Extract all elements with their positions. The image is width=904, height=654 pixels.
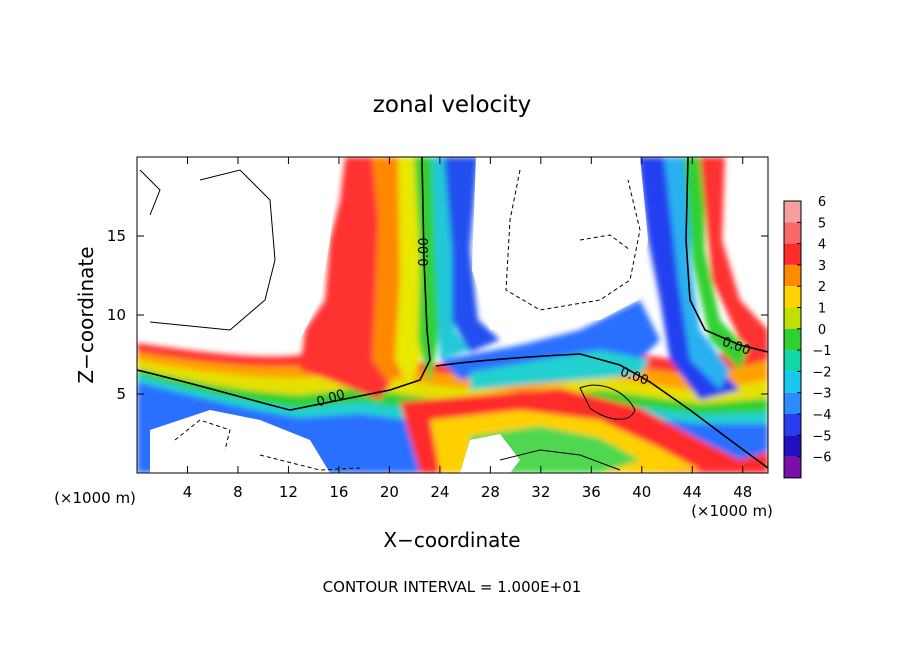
colorbar: 6 5 4 3 2 1 0 −1 −2 −3 −4 −5 −6	[783, 195, 832, 479]
contour-thin-right-oval	[579, 384, 636, 420]
colorbar-swatch	[784, 264, 801, 287]
contour-thin-center	[505, 169, 641, 311]
colorbar-frame	[783, 200, 802, 479]
colorbar-label: 5	[818, 216, 826, 231]
white-island-right	[738, 157, 768, 300]
colorbar-label: 2	[818, 280, 826, 295]
colorbar-label: 0	[818, 323, 826, 338]
colorbar-swatch	[784, 435, 801, 457]
x-tick-label: 36	[582, 483, 601, 501]
x-tick-label: 44	[683, 483, 702, 501]
x-unit-left: (×1000 m)	[54, 489, 136, 507]
band-right-green	[684, 157, 748, 370]
band-upper-cyan	[432, 157, 470, 360]
contour-thin-upper-left	[139, 169, 276, 331]
x-tick-label: 28	[481, 483, 500, 501]
colorbar-label: −5	[812, 429, 831, 444]
band-right-red	[700, 157, 768, 360]
band-right-cyan	[664, 157, 730, 390]
colorbar-label: −4	[812, 408, 831, 423]
contour-thin-lower-right	[499, 449, 621, 471]
band-upper-blue	[444, 157, 500, 352]
x-tick-label: 32	[531, 483, 550, 501]
chart-title: zonal velocity	[373, 92, 531, 118]
white-island-lower-left	[150, 410, 330, 473]
contour-thin-lower	[174, 419, 361, 471]
colorbar-swatch	[784, 222, 801, 244]
colorbar-swatch	[784, 307, 801, 329]
contour-zero-right	[685, 157, 768, 353]
colorbar-label: −6	[812, 451, 831, 466]
y-axis: 5 10 15	[107, 227, 768, 403]
colorbar-label: −1	[812, 344, 831, 359]
colorbar-swatch	[784, 243, 801, 265]
contour-zero-upper	[137, 157, 431, 411]
white-island-lower-mid	[460, 434, 520, 473]
x-tick-label: 20	[380, 483, 399, 501]
x-axis: 4 8 12 16 20 24 28 32 36 40 44 48	[183, 157, 752, 501]
y-tick-label: 10	[107, 306, 126, 324]
colorbar-label: 1	[818, 302, 826, 317]
colorbar-label: −3	[812, 387, 831, 402]
colorbar-label: 6	[818, 195, 826, 210]
plot-area: 0.00 0.00 0.00 0.00	[137, 157, 768, 473]
band-valley-cyan	[470, 350, 650, 390]
colorbar-label: 3	[818, 259, 826, 274]
colorbar-swatch	[784, 328, 801, 351]
x-tick-label: 4	[183, 483, 193, 501]
colorbar-label: −2	[812, 365, 831, 380]
contour-label: 0.00	[417, 238, 432, 267]
colorbar-swatch	[784, 286, 801, 308]
y-tick-label: 5	[116, 385, 126, 403]
velocity-field	[137, 157, 768, 473]
x-tick-label: 12	[279, 483, 298, 501]
contour-lines	[137, 157, 768, 471]
contour-interval-note: CONTOUR INTERVAL = 1.000E+01	[323, 578, 582, 596]
y-tick-label: 15	[107, 227, 126, 245]
x-tick-label: 24	[430, 483, 449, 501]
colorbar-swatch	[784, 414, 801, 436]
contour-zero-center	[435, 353, 768, 469]
colorbar-swatch	[784, 350, 801, 372]
white-island-upper-left	[137, 157, 340, 340]
colorbar-swatch	[784, 371, 801, 393]
colorbar-swatch	[784, 201, 801, 223]
colorbar-label: 4	[818, 238, 826, 253]
colorbar-swatch	[784, 456, 801, 478]
x-tick-label: 40	[632, 483, 651, 501]
x-tick-label: 8	[233, 483, 243, 501]
x-axis-label: X−coordinate	[383, 528, 520, 552]
y-axis-label: Z−coordinate	[74, 246, 98, 383]
x-tick-label: 48	[733, 483, 752, 501]
x-tick-label: 16	[329, 483, 348, 501]
white-island-center	[472, 157, 648, 330]
x-unit-right: (×1000 m)	[691, 502, 773, 520]
colorbar-swatch	[784, 392, 801, 414]
